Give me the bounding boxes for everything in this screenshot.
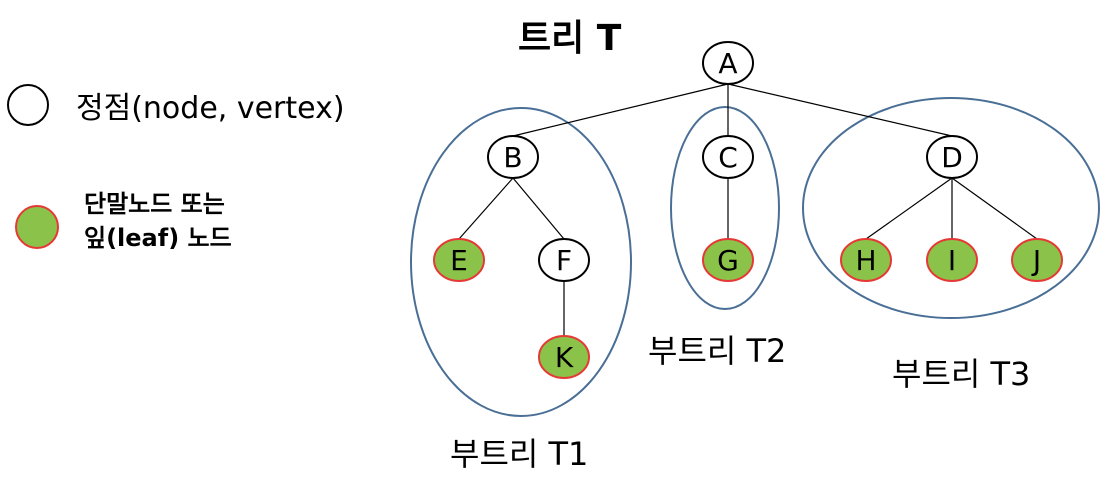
node-b (487, 135, 539, 179)
subtree-t2-outline (670, 106, 780, 310)
subtree-t1-outline (410, 107, 632, 417)
legend-leaf-label-line2: 잎(leaf) 노드 (84, 224, 232, 252)
node-f (538, 238, 590, 282)
tree-edges (458, 83, 1038, 336)
legend-leaf-icon (15, 205, 59, 249)
node-g-label: G (717, 244, 739, 277)
subtree-t3-label: 부트리 T3 (892, 355, 1030, 393)
edge-a-d (727, 83, 953, 137)
subtree-t3-outline (802, 97, 1100, 319)
node-c-label: C (718, 141, 738, 174)
node-j (1011, 238, 1063, 282)
subtree-t1-label: 부트리 T1 (450, 435, 588, 473)
node-d-label: D (941, 141, 963, 174)
edge-a-b (512, 83, 729, 137)
node-j-label: J (1031, 244, 1041, 277)
diagram-title: 트리 T (518, 18, 622, 59)
edge-d-h (865, 177, 953, 240)
node-i-label: I (948, 244, 956, 277)
node-f-label: F (556, 244, 572, 277)
node-k (538, 335, 590, 379)
node-d (926, 135, 978, 179)
legend-vertex-icon (7, 84, 49, 126)
subtree-t2-label: 부트리 T2 (648, 332, 786, 370)
node-e-label: E (450, 244, 468, 277)
node-a (702, 41, 754, 85)
node-b-label: B (503, 141, 522, 174)
node-i (926, 238, 978, 282)
node-a-label: A (718, 47, 737, 80)
node-h (840, 238, 892, 282)
edge-b-e (458, 177, 514, 240)
edge-b-f (512, 177, 565, 240)
edge-d-j (951, 177, 1038, 240)
legend-leaf-label-line1: 단말노드 또는 (84, 190, 225, 218)
node-g (702, 238, 754, 282)
legend-vertex-label: 정점(node, vertex) (76, 91, 345, 126)
node-h-label: H (855, 244, 876, 277)
node-k-label: K (555, 341, 574, 374)
tree-nodes: A B C D E F G H I J K (433, 41, 1063, 379)
node-e (433, 238, 485, 282)
node-c (702, 135, 754, 179)
